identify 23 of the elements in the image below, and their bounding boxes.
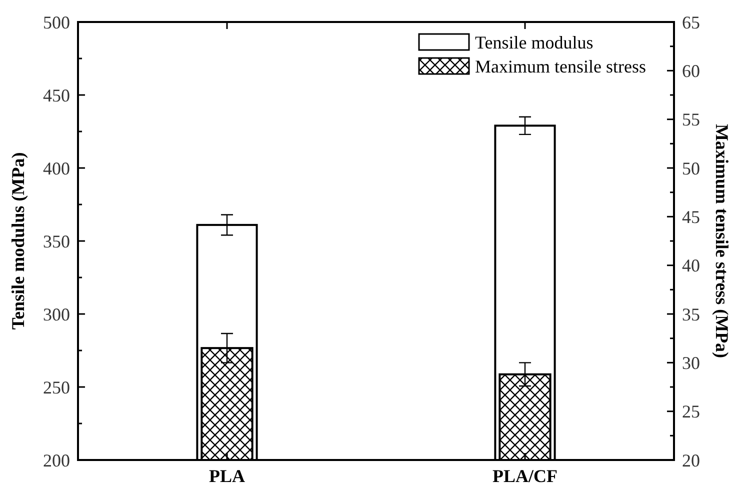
y2-tick-label: 30	[682, 352, 700, 373]
y2-tick-label: 20	[682, 450, 700, 470]
x-tick-label: PLA/CF	[492, 466, 558, 486]
y2-tick-label: 65	[682, 12, 700, 32]
y2-tick-label: 40	[682, 256, 700, 276]
y-tick-label: 300	[43, 304, 70, 324]
y-tick-label: 350	[43, 231, 70, 252]
y2-tick-label: 60	[682, 60, 700, 81]
y-tick-label: 450	[43, 85, 70, 106]
legend-label: Tensile modulus	[475, 32, 594, 52]
y-tick-label: 250	[43, 377, 70, 398]
y2-tick-label: 50	[682, 158, 700, 178]
legend-label: Maximum tensile stress	[475, 56, 646, 76]
y-tick-label: 200	[43, 450, 70, 470]
y-axis-title: Tensile modulus (MPa)	[8, 152, 28, 330]
y2-axis-title: Maximum tensile stress (MPa)	[712, 124, 732, 358]
x-tick-label: PLA	[209, 466, 245, 486]
y2-tick-label: 35	[682, 304, 700, 324]
y2-tick-label: 45	[682, 206, 700, 227]
y-tick-label: 400	[43, 158, 70, 178]
y2-tick-label: 55	[682, 110, 700, 130]
y2-tick-label: 25	[682, 402, 700, 422]
y-tick-label: 500	[43, 12, 70, 32]
